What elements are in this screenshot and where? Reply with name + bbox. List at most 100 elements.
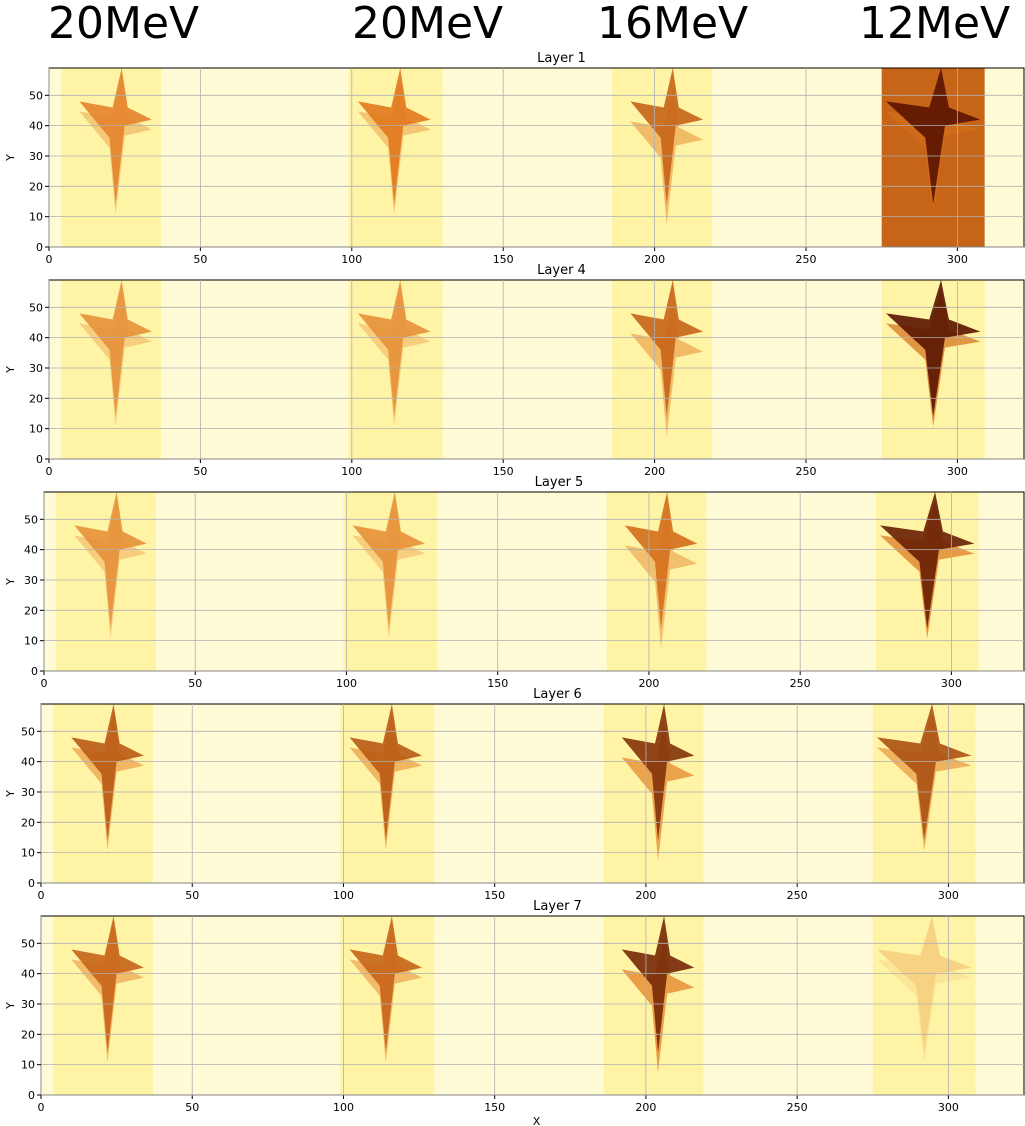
star [71, 916, 144, 1053]
y-tick-label: 20 [21, 816, 35, 829]
x-tick-label: 200 [644, 465, 665, 478]
y-tick-label: 50 [29, 89, 43, 102]
x-tick-label: 50 [185, 889, 199, 902]
x-tick-label: 100 [341, 465, 362, 478]
y-tick-label: 0 [36, 241, 43, 254]
star [357, 68, 431, 205]
x-tick-label: 50 [185, 1101, 199, 1114]
y-tick-label: 40 [21, 756, 35, 769]
y-tick-label: 10 [21, 847, 35, 860]
y-tick-label: 30 [29, 150, 43, 163]
heatmap-image [41, 916, 1024, 1095]
panel-title: Layer 6 [533, 687, 582, 702]
x-tick-label: 150 [493, 253, 514, 266]
energy-label: 20MeV [352, 0, 503, 49]
x-axis-label: X [533, 1115, 541, 1126]
x-tick-label: 250 [790, 677, 811, 690]
heatmap-image [49, 68, 1024, 247]
heatmap-bg [44, 492, 1024, 671]
y-tick-label: 0 [28, 1089, 35, 1102]
y-tick-label: 30 [24, 574, 38, 587]
y-tick-label: 40 [29, 332, 43, 345]
y-tick-label: 0 [28, 877, 35, 890]
y-tick-label: 10 [29, 211, 43, 224]
star [621, 704, 695, 841]
star [877, 704, 972, 841]
y-tick-label: 20 [21, 1028, 35, 1041]
x-tick-label: 200 [638, 677, 659, 690]
star [885, 280, 981, 417]
star [630, 68, 704, 205]
x-tick-label: 100 [336, 677, 357, 690]
y-tick-label: 40 [29, 120, 43, 133]
x-tick-label: 0 [41, 677, 48, 690]
star [621, 916, 695, 1053]
star [74, 492, 147, 629]
y-tick-label: 10 [29, 423, 43, 436]
y-tick-label: 0 [36, 453, 43, 466]
star [877, 916, 972, 1053]
heatmap-bg [41, 916, 1024, 1095]
y-axis-label: Y [4, 578, 17, 586]
x-tick-label: 100 [341, 253, 362, 266]
heatmap-bg [41, 704, 1024, 883]
x-tick-label: 0 [46, 465, 53, 478]
star [79, 68, 152, 205]
x-tick-label: 150 [487, 677, 508, 690]
star [79, 280, 152, 417]
x-tick-label: 300 [947, 253, 968, 266]
x-tick-label: 250 [787, 889, 808, 902]
star [349, 704, 423, 841]
star [349, 916, 423, 1053]
heatmap-image [44, 492, 1024, 671]
y-tick-label: 50 [21, 725, 35, 738]
heatmap-bg [49, 68, 1024, 247]
x-tick-label: 200 [635, 889, 656, 902]
x-tick-label: 0 [46, 253, 53, 266]
heatmap-bg [49, 280, 1024, 459]
panel: 0 50 100 150 200 250 300 0 10 20 30 40 50 Layer 5 Y [4, 475, 1025, 690]
panel-title: Layer 1 [537, 51, 586, 66]
x-tick-label: 50 [193, 465, 207, 478]
x-tick-label: 100 [333, 889, 354, 902]
star [352, 492, 426, 629]
y-axis-label: Y [4, 154, 17, 162]
x-tick-label: 0 [38, 889, 45, 902]
y-tick-label: 30 [21, 786, 35, 799]
panel-title: Layer 7 [533, 899, 582, 914]
y-axis-label: Y [4, 366, 17, 374]
y-tick-label: 20 [24, 604, 38, 617]
heatmap-image [49, 280, 1024, 459]
y-tick-label: 0 [31, 665, 38, 678]
panel-title: Layer 4 [537, 263, 586, 278]
y-axis-label: Y [4, 790, 17, 798]
y-tick-label: 10 [24, 635, 38, 648]
y-tick-label: 10 [21, 1059, 35, 1072]
star [885, 68, 981, 205]
star [624, 492, 698, 629]
y-tick-label: 40 [24, 544, 38, 557]
x-tick-label: 300 [941, 677, 962, 690]
y-tick-label: 50 [24, 513, 38, 526]
x-tick-label: 250 [787, 1101, 808, 1114]
y-axis-label: Y [4, 1002, 17, 1010]
x-tick-label: 50 [193, 253, 207, 266]
energy-label: 20MeV [48, 0, 199, 49]
panel: 0 50 100 150 200 250 300 0 10 20 30 40 50 Layer 6 Y [4, 687, 1025, 902]
x-tick-label: 300 [938, 1101, 959, 1114]
y-tick-label: 50 [21, 937, 35, 950]
star [630, 280, 704, 417]
x-tick-label: 0 [38, 1101, 45, 1114]
y-tick-label: 50 [29, 301, 43, 314]
y-tick-label: 30 [21, 998, 35, 1011]
x-tick-label: 150 [493, 465, 514, 478]
x-tick-label: 250 [795, 465, 816, 478]
energy-label: 12MeV [859, 0, 1010, 49]
x-tick-label: 300 [947, 465, 968, 478]
x-tick-label: 150 [484, 1101, 505, 1114]
x-tick-label: 300 [938, 889, 959, 902]
x-tick-label: 50 [188, 677, 202, 690]
x-tick-label: 150 [484, 889, 505, 902]
y-tick-label: 40 [21, 968, 35, 981]
x-tick-label: 200 [635, 1101, 656, 1114]
